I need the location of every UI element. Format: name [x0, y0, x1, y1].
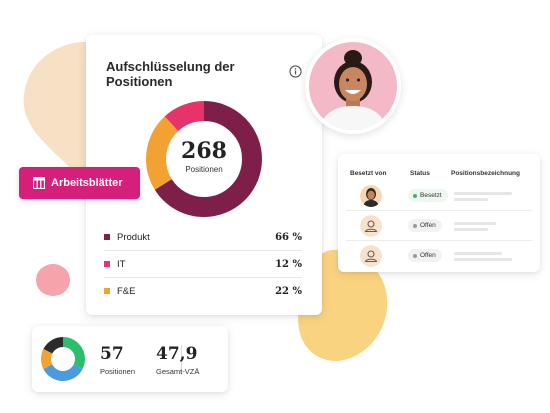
summary-card: 57 Positionen 47,9 Gesamt-VZÄ [32, 326, 228, 392]
title-placeholder-line [454, 222, 496, 225]
person-placeholder-icon [360, 245, 382, 267]
status-dot [413, 253, 417, 258]
row-divider [346, 210, 532, 211]
total-positions-value: 268 [181, 138, 227, 164]
person-photo [360, 185, 382, 207]
title-placeholder-line [454, 198, 488, 201]
status-label: Offen [420, 222, 436, 229]
worksheets-button-label: Arbeitsblätter [51, 177, 123, 189]
title-placeholder-line [454, 192, 512, 195]
title-placeholder-line [454, 258, 512, 261]
status-dot [413, 193, 417, 198]
user-avatar [305, 38, 401, 134]
positions-count-value: 57 [100, 344, 124, 364]
person-placeholder-icon [360, 215, 382, 237]
positions-count-label: Positionen [100, 367, 136, 376]
worksheets-button[interactable]: Arbeitsblätter [19, 167, 140, 199]
legend-label: F&E [117, 285, 136, 297]
status-badge: Besetzt [408, 189, 448, 202]
legend-percent: 22 % [275, 285, 302, 297]
beige-blob-decoration [23, 41, 101, 178]
legend-row-it: IT 12 % [104, 251, 302, 277]
legend-label: Produkt [117, 231, 150, 243]
positions-breakdown-card: Aufschlüsselung der Positionen 268 Posit… [86, 35, 322, 315]
table-row[interactable]: Offen [346, 212, 532, 240]
legend-percent: 66 % [275, 231, 302, 243]
positions-table-card: Besetzt von Status Positionsbezeichnung … [338, 154, 540, 272]
positions-donut-chart [146, 101, 262, 217]
status-badge: Offen [408, 249, 442, 262]
legend-label: IT [117, 258, 126, 270]
donut-segment-it [146, 101, 262, 217]
fte-total-value: 47,9 [156, 344, 198, 364]
legend-swatch [104, 234, 110, 240]
pink-blob-decoration [36, 264, 70, 296]
status-label: Offen [420, 252, 436, 259]
status-dot [413, 223, 417, 228]
legend-row-produkt: Produkt 66 % [104, 224, 302, 250]
title-placeholder-line [454, 252, 502, 255]
status-badge: Offen [408, 219, 442, 232]
divider [104, 250, 302, 251]
status-label: Besetzt [420, 192, 442, 199]
legend-row-fe: F&E 22 % [104, 278, 302, 304]
total-positions-label: Positionen [185, 165, 223, 174]
summary-donut-chart [41, 337, 85, 381]
divider [181, 345, 182, 375]
fte-total-label: Gesamt-VZÄ [156, 367, 200, 376]
table-row[interactable]: Offen [346, 242, 532, 270]
card-title: Aufschlüsselung der Positionen [106, 59, 235, 89]
row-divider [346, 240, 532, 241]
table-row[interactable]: Besetzt [346, 182, 532, 210]
title-placeholder-line [454, 228, 488, 231]
column-header-occupied-by: Besetzt von [350, 170, 387, 177]
column-header-position-title: Positionsbezeichnung [451, 170, 520, 177]
legend-percent: 12 % [275, 258, 302, 270]
legend-swatch [104, 261, 110, 267]
info-circle-icon[interactable] [289, 65, 302, 78]
divider [104, 277, 302, 278]
column-header-status: Status [410, 170, 430, 177]
legend-swatch [104, 288, 110, 294]
person-photo [309, 42, 397, 130]
table-icon [33, 177, 45, 189]
donut-center: 268 Positionen [144, 139, 264, 174]
donut-segment-fe [146, 101, 262, 217]
